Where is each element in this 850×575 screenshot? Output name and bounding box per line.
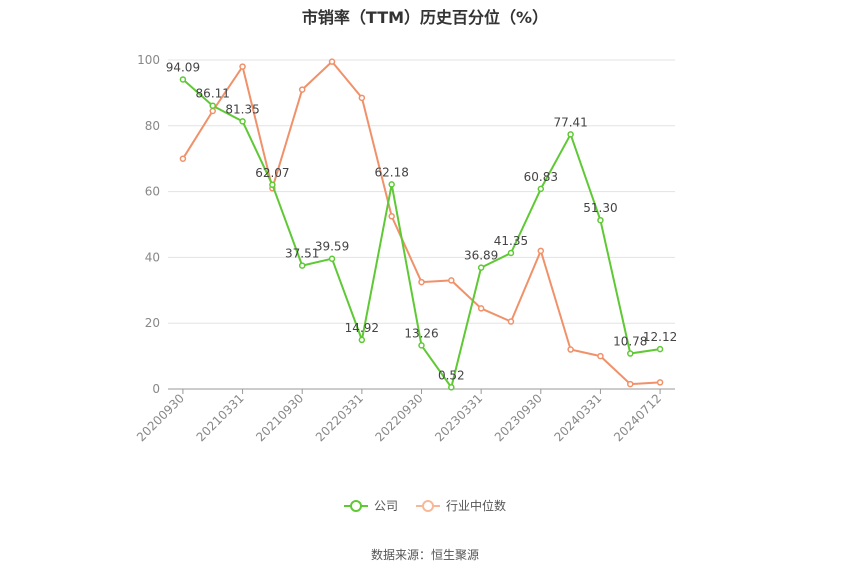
- data-label: 39.59: [315, 240, 349, 254]
- data-label: 37.51: [285, 247, 319, 261]
- data-source: 数据来源：恒生聚源: [370, 548, 479, 562]
- y-tick-label: 60: [145, 185, 160, 199]
- x-tick-label: 20240712: [611, 391, 664, 444]
- chart-legend: 公司 行业中位数: [0, 497, 850, 514]
- x-tick-label: 20210331: [194, 391, 247, 444]
- series-0-point: [507, 249, 515, 257]
- data-label: 13.26: [404, 326, 438, 340]
- series-1-point: [507, 318, 515, 325]
- series-0-point: [269, 181, 276, 189]
- legend-company-marker-icon: [343, 499, 368, 513]
- series-1-point: [537, 247, 545, 255]
- y-tick-label: 0: [152, 382, 160, 396]
- y-tick-label: 80: [145, 119, 160, 133]
- series-1-point: [656, 379, 664, 386]
- series-0-point: [477, 264, 485, 271]
- series-0-point: [537, 185, 545, 193]
- y-tick-label: 20: [145, 316, 160, 330]
- series-0-point: [298, 262, 306, 269]
- data-label: 86.11: [196, 87, 230, 101]
- x-tick-label: 20230930: [492, 391, 545, 444]
- data-label: 10.78: [613, 335, 647, 349]
- series-0-point: [388, 181, 395, 188]
- chart-title: 市销率（TTM）历史百分位（%）: [301, 8, 549, 27]
- series-0-point: [597, 216, 604, 224]
- x-tick-label: 20200930: [134, 391, 187, 444]
- x-tick-label: 20210930: [253, 391, 306, 444]
- legend-industry-label: 行业中位数: [446, 499, 507, 513]
- series-0-point: [567, 131, 574, 138]
- x-tick-label: 20240331: [551, 391, 604, 444]
- series-1-point: [239, 63, 246, 70]
- series-1-point: [597, 352, 604, 360]
- series-0-point: [209, 102, 216, 109]
- data-label: 0.52: [438, 368, 465, 382]
- series-0-point: [358, 336, 366, 344]
- series-1-point: [627, 380, 634, 388]
- data-label: 94.09: [166, 60, 200, 74]
- data-label: 51.30: [583, 201, 617, 215]
- data-label: 62.07: [255, 166, 289, 180]
- series-0-point: [239, 118, 246, 125]
- data-label: 14.92: [345, 321, 379, 335]
- legend-item-company[interactable]: 公司: [343, 497, 398, 514]
- series-1-point: [328, 58, 336, 65]
- series-0-point: [448, 384, 455, 391]
- legend-item-industry-median[interactable]: 行业中位数: [416, 497, 506, 514]
- series-1-point: [448, 277, 455, 284]
- data-label: 41.35: [494, 234, 528, 248]
- y-tick-label: 40: [145, 250, 160, 264]
- series-1-point: [358, 94, 366, 102]
- legend-industry-marker-icon: [416, 499, 440, 513]
- x-tick-label: 20220930: [373, 391, 426, 444]
- data-label: 36.89: [464, 249, 498, 263]
- y-tick-label: 100: [137, 53, 160, 67]
- series-1-point: [477, 305, 485, 312]
- x-tick-label: 20220331: [313, 391, 366, 444]
- data-label: 60.83: [524, 170, 558, 184]
- data-label: 81.35: [225, 102, 259, 116]
- series-0-point: [656, 345, 664, 353]
- data-label: 12.12: [643, 330, 677, 344]
- series-1-point: [179, 155, 187, 162]
- data-label: 62.18: [374, 165, 408, 179]
- series-0-point: [179, 76, 187, 83]
- series-1-point: [388, 213, 395, 220]
- x-tick-label: 20230331: [432, 391, 485, 444]
- series-1-point: [209, 107, 216, 115]
- series-1-point: [567, 346, 574, 353]
- series-1-point: [418, 278, 425, 286]
- series-0-point: [627, 350, 634, 357]
- data-label: 77.41: [553, 115, 587, 129]
- series-0-point: [328, 255, 336, 262]
- series-1-point: [298, 86, 306, 93]
- series-0-point: [418, 342, 425, 349]
- legend-company-label: 公司: [373, 499, 398, 513]
